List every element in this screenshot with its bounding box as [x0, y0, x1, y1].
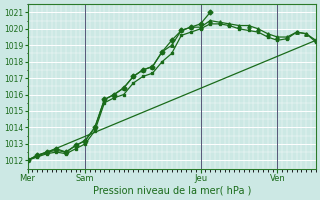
X-axis label: Pression niveau de la mer( hPa ): Pression niveau de la mer( hPa )	[92, 186, 251, 196]
